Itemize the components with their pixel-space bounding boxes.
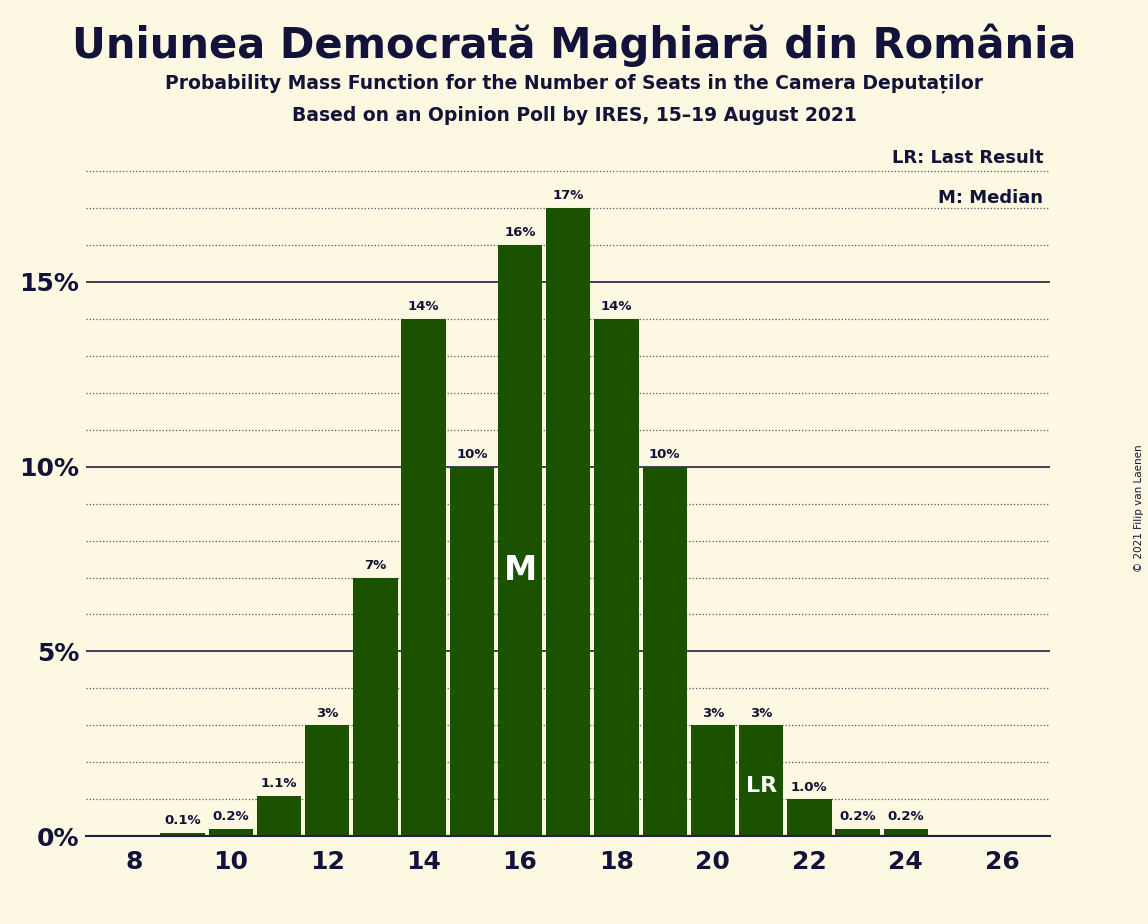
Text: © 2021 Filip van Laenen: © 2021 Filip van Laenen: [1134, 444, 1143, 572]
Bar: [354, 578, 397, 836]
Text: 17%: 17%: [552, 189, 584, 202]
Text: 14%: 14%: [408, 300, 440, 313]
Text: LR: Last Result: LR: Last Result: [892, 149, 1044, 166]
Bar: [257, 796, 301, 836]
Text: 3%: 3%: [701, 707, 724, 720]
Text: M: Median: M: Median: [938, 189, 1044, 207]
Text: LR: LR: [745, 776, 777, 796]
Text: Uniunea Democrată Maghiară din România: Uniunea Democrată Maghiară din România: [72, 23, 1076, 67]
Text: 14%: 14%: [600, 300, 633, 313]
Text: 0.2%: 0.2%: [887, 810, 924, 823]
Bar: [209, 829, 253, 836]
Bar: [884, 829, 928, 836]
Text: 3%: 3%: [316, 707, 339, 720]
Bar: [595, 319, 638, 836]
Text: M: M: [504, 553, 536, 587]
Bar: [836, 829, 879, 836]
Bar: [402, 319, 445, 836]
Text: 3%: 3%: [750, 707, 773, 720]
Bar: [643, 467, 687, 836]
Bar: [498, 245, 542, 836]
Text: 1.0%: 1.0%: [791, 781, 828, 794]
Text: 10%: 10%: [456, 448, 488, 461]
Bar: [788, 799, 831, 836]
Text: 0.2%: 0.2%: [839, 810, 876, 823]
Text: 0.2%: 0.2%: [212, 810, 249, 823]
Bar: [546, 208, 590, 836]
Bar: [739, 725, 783, 836]
Bar: [691, 725, 735, 836]
Text: 0.1%: 0.1%: [164, 814, 201, 827]
Bar: [450, 467, 494, 836]
Bar: [305, 725, 349, 836]
Text: Based on an Opinion Poll by IRES, 15–19 August 2021: Based on an Opinion Poll by IRES, 15–19 …: [292, 106, 856, 126]
Text: Probability Mass Function for the Number of Seats in the Camera Deputaților: Probability Mass Function for the Number…: [165, 74, 983, 93]
Bar: [161, 833, 204, 836]
Text: 1.1%: 1.1%: [261, 777, 297, 790]
Text: 10%: 10%: [649, 448, 681, 461]
Text: 16%: 16%: [504, 226, 536, 239]
Text: 7%: 7%: [364, 559, 387, 572]
